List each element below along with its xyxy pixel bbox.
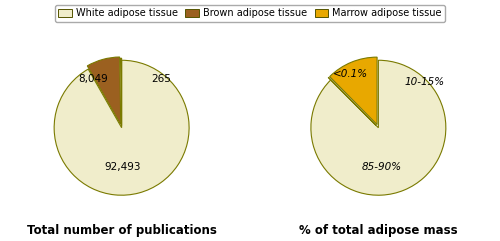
Wedge shape — [328, 77, 376, 125]
Wedge shape — [120, 58, 122, 126]
Wedge shape — [330, 57, 377, 125]
Wedge shape — [54, 60, 189, 195]
Text: <0.1%: <0.1% — [332, 69, 368, 79]
Legend: White adipose tissue, Brown adipose tissue, Marrow adipose tissue: White adipose tissue, Brown adipose tiss… — [55, 5, 445, 22]
Wedge shape — [311, 60, 446, 195]
Text: 92,493: 92,493 — [104, 162, 141, 172]
Title: % of total adipose mass: % of total adipose mass — [299, 224, 458, 237]
Text: 265: 265 — [151, 74, 171, 84]
Title: Total number of publications: Total number of publications — [26, 224, 216, 237]
Wedge shape — [88, 57, 120, 124]
Text: 85-90%: 85-90% — [362, 162, 402, 172]
Text: 8,049: 8,049 — [78, 74, 108, 84]
Text: 10-15%: 10-15% — [404, 77, 444, 87]
